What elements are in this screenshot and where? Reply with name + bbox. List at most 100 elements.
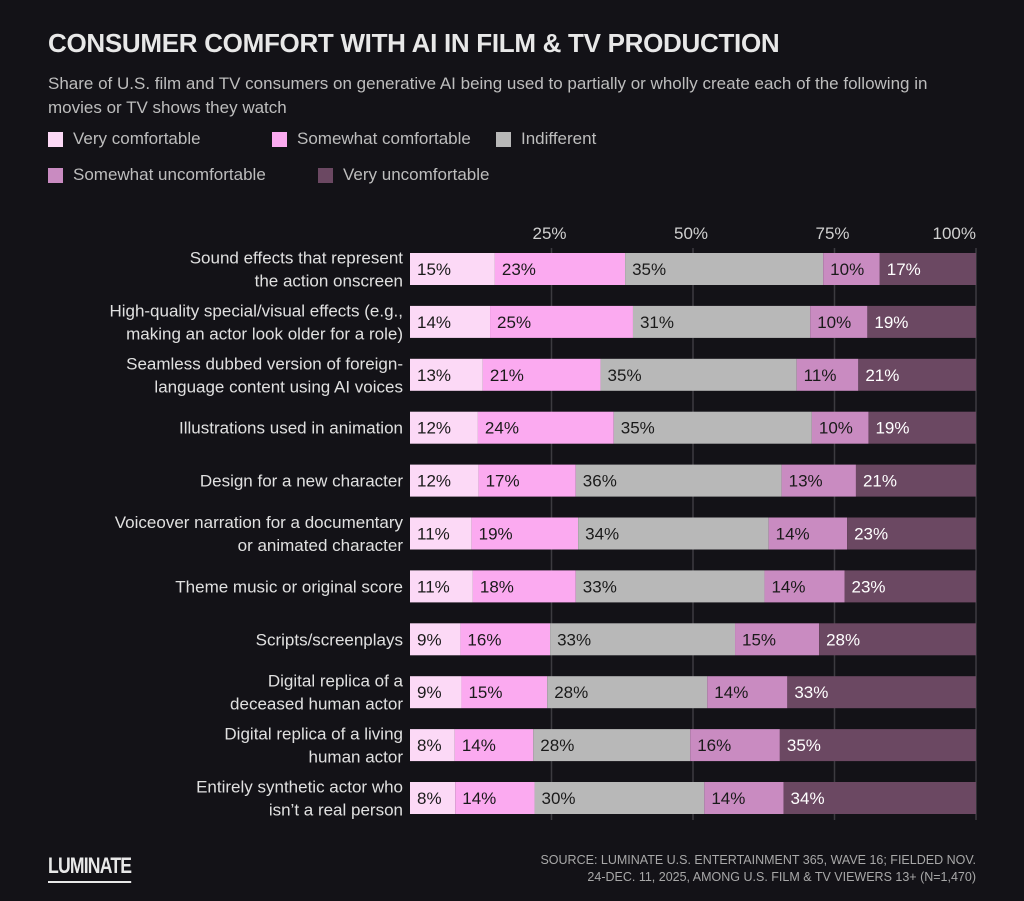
bar-segment [410, 517, 472, 550]
category-label: isn’t a real person [269, 801, 403, 820]
bar-segment [844, 570, 976, 603]
data-label: 16% [467, 630, 501, 649]
bar-segment [625, 253, 824, 285]
bar-segment [796, 358, 859, 391]
bar-segment [613, 411, 812, 444]
data-label: 11% [417, 525, 450, 544]
bar-segment [704, 782, 784, 814]
data-label: 12% [417, 419, 451, 438]
data-label: 28% [540, 736, 574, 755]
category-label: making an actor look older for a role) [126, 324, 403, 343]
legend-swatch [48, 167, 63, 183]
data-label: 34% [791, 789, 825, 808]
chart-subtitle: Share of U.S. film and TV consumers on g… [48, 74, 928, 117]
bar-segment [578, 517, 769, 550]
bar-segment [547, 676, 708, 709]
data-label: 23% [854, 525, 888, 544]
data-label: 35% [608, 366, 642, 385]
data-label: 10% [830, 260, 864, 279]
data-label: 19% [874, 313, 908, 332]
bar-segment [455, 782, 535, 814]
source-line-2: 24-DEC. 11, 2025, AMONG U.S. FILM & TV V… [587, 870, 976, 884]
bar-segment [490, 305, 633, 338]
bar-segment [707, 676, 788, 709]
category-label: Scripts/screenplays [256, 630, 403, 649]
data-label: 19% [479, 525, 513, 544]
data-label: 21% [490, 366, 524, 385]
chart-title: CONSUMER COMFORT WITH AI IN FILM & TV PR… [48, 28, 780, 58]
data-label: 14% [771, 577, 805, 596]
category-label: language content using AI voices [154, 377, 403, 396]
bar-segment [410, 729, 455, 762]
bar-segment [811, 411, 869, 444]
legend-item: Very comfortable [48, 129, 201, 149]
data-label: 14% [776, 525, 810, 544]
data-label: 11% [417, 577, 450, 596]
bar-segment [478, 464, 576, 497]
legend-item: Indifferent [496, 129, 596, 149]
luminate-logo: LUMINATE [48, 853, 132, 883]
data-label: 36% [583, 472, 617, 491]
legend-swatch [318, 167, 333, 183]
bar-segment [410, 676, 462, 709]
data-label: 15% [742, 630, 776, 649]
data-label: 9% [417, 630, 442, 649]
data-label: 30% [542, 789, 576, 808]
bar-segment [787, 676, 976, 709]
category-label: Digital replica of a living [224, 725, 403, 744]
category-label: High-quality special/visual effects (e.g… [109, 301, 403, 320]
category-label: Seamless dubbed version of foreign- [126, 354, 403, 373]
data-label: 23% [502, 260, 536, 279]
bar-segment [575, 570, 765, 603]
bar-segment [779, 729, 976, 762]
bar-segment [471, 517, 579, 550]
bar-segment [781, 464, 856, 497]
data-label: 35% [621, 419, 655, 438]
x-tick-label: 25% [532, 224, 566, 243]
data-label: 17% [887, 260, 921, 279]
data-label: 17% [486, 472, 520, 491]
data-label: 13% [417, 366, 451, 385]
bar-segment [472, 570, 576, 603]
data-label: 25% [497, 313, 531, 332]
data-label: 16% [697, 736, 731, 755]
bar-segment [482, 358, 601, 391]
bar-segment [410, 253, 495, 285]
bar-segment [735, 623, 820, 656]
bar-segment [768, 517, 848, 550]
x-tick-label: 75% [815, 224, 849, 243]
category-label: Design for a new character [200, 472, 403, 491]
data-label: 35% [632, 260, 666, 279]
bar-segment [461, 676, 548, 709]
bar-segment [783, 782, 976, 814]
category-label: the action onscreen [255, 272, 403, 291]
bar-segment [533, 729, 691, 762]
x-tick-label: 100% [933, 224, 976, 243]
category-label: Theme music or original score [175, 577, 403, 596]
data-label: 14% [711, 789, 745, 808]
data-label: 10% [817, 313, 851, 332]
bar-segment [410, 782, 456, 814]
bar-segment [632, 305, 811, 338]
source-note: SOURCE: LUMINATE U.S. ENTERTAINMENT 365,… [540, 852, 976, 886]
data-label: 34% [585, 525, 619, 544]
data-label: 14% [462, 789, 496, 808]
bar-segment [823, 253, 880, 285]
bar-segment [534, 782, 705, 814]
bar-segment [867, 305, 976, 338]
bar-segment [855, 464, 976, 497]
category-label: deceased human actor [230, 695, 403, 714]
bar-segment [410, 411, 478, 444]
bar-segment [575, 464, 782, 497]
data-label: 35% [787, 736, 821, 755]
bar-segment [847, 517, 976, 550]
bar-segment [410, 358, 483, 391]
legend-label: Indifferent [521, 129, 597, 148]
bar-segment [410, 305, 491, 338]
bar-segment [764, 570, 845, 603]
data-label: 10% [819, 419, 853, 438]
data-label: 15% [468, 683, 502, 702]
data-label: 11% [804, 366, 837, 385]
data-label: 33% [583, 577, 617, 596]
data-label: 33% [557, 630, 591, 649]
